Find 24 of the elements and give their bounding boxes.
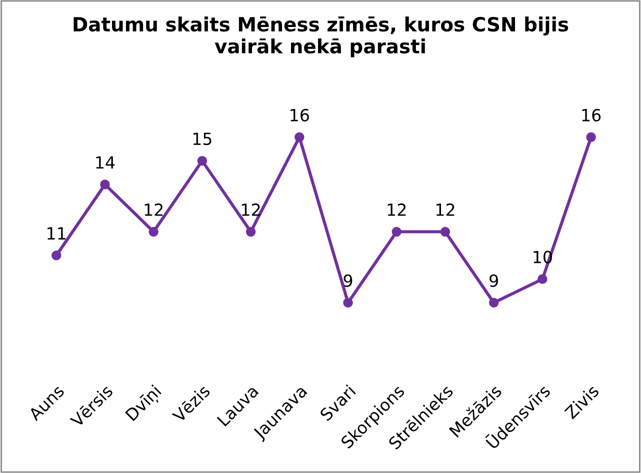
data-label: 12 (436, 203, 454, 216)
data-label: 14 (96, 156, 115, 169)
point (488, 298, 499, 308)
point (343, 298, 353, 308)
point (294, 132, 304, 142)
point (392, 226, 402, 237)
point (197, 156, 208, 166)
point (246, 226, 256, 237)
point (586, 132, 596, 142)
point (538, 274, 548, 284)
point (148, 226, 158, 237)
data-label: 16 (582, 108, 601, 122)
data-label: 11 (48, 227, 66, 240)
point (100, 180, 110, 190)
point (51, 250, 62, 260)
data-label: 12 (242, 203, 260, 216)
data-label: 12 (144, 203, 163, 216)
data-label: 15 (193, 132, 212, 146)
point (440, 226, 450, 237)
data-label: 16 (290, 108, 309, 122)
data-label: 12 (388, 203, 406, 216)
data-label: 9 (490, 274, 498, 287)
chart-title: Datumu skaits Mēness zīmēs, kuros CSN bijis vairāk nekā parasti (74, 16, 568, 58)
data-label: 9 (344, 274, 352, 287)
